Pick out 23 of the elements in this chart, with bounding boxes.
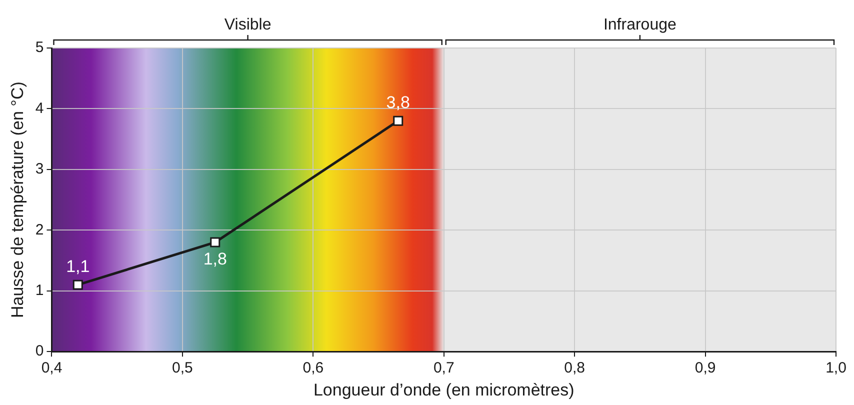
point	[393, 116, 404, 126]
data-label: 3,8	[386, 93, 410, 112]
y-tick-label: 0	[35, 342, 44, 360]
data-label: 1,8	[203, 249, 227, 268]
band-label: Visible	[224, 16, 272, 34]
y-tick-label: 5	[35, 39, 44, 56]
point	[72, 280, 83, 290]
y-tick-label: 4	[35, 100, 44, 117]
y-tick-label: 3	[35, 160, 44, 178]
x-tick-label: 0,9	[694, 360, 716, 377]
x-axis-title: Longueur d’onde (en micromètres)	[313, 380, 574, 400]
x-tick-label: 0,6	[302, 360, 324, 377]
x-tick-label: 1,0	[826, 360, 846, 377]
x-tick-label: 0,4	[41, 360, 62, 377]
y-tick-label: 1	[35, 282, 44, 300]
data-label: 1,1	[66, 256, 90, 276]
x-tick-label: 0,7	[433, 360, 454, 377]
x-tick-label: 0,5	[172, 360, 193, 377]
point	[210, 237, 220, 248]
y-axis-title: Hausse de température (en °C)	[8, 82, 27, 318]
x-tick-label: 0,8	[564, 360, 586, 377]
y-tick-label: 2	[35, 221, 44, 238]
band-label: Infrarouge	[603, 16, 677, 34]
